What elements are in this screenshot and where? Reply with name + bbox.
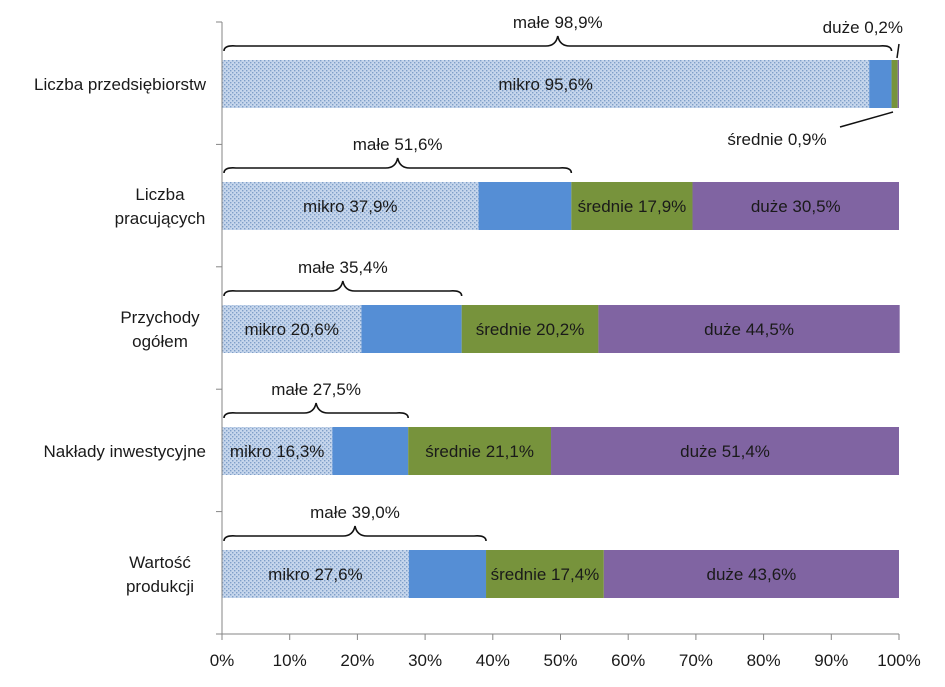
data-label-mikro: mikro 20,6% <box>244 320 338 339</box>
male-brace <box>223 157 573 174</box>
data-label-srednie: średnie 17,4% <box>491 565 600 584</box>
callout-duze-leader <box>896 43 900 59</box>
data-label-srednie: średnie 21,1% <box>425 442 534 461</box>
x-tick-label: 90% <box>814 651 848 670</box>
data-label-duze: duże 43,6% <box>707 565 797 584</box>
bar-segment-mikro <box>222 550 409 598</box>
category-label-line: ogółem <box>132 332 188 351</box>
male-brace <box>223 402 409 419</box>
callout-srednie-label: średnie 0,9% <box>727 130 826 149</box>
data-label-srednie: średnie 20,2% <box>476 320 585 339</box>
bar-segment-duze <box>603 550 899 598</box>
x-tick-label: 40% <box>476 651 510 670</box>
x-tick-label: 60% <box>611 651 645 670</box>
bar-segment-duze <box>897 60 899 108</box>
bar-segment-mikro <box>222 60 870 108</box>
x-tick-label: 30% <box>408 651 442 670</box>
x-tick-label: 0% <box>210 651 235 670</box>
category-label: Wartość produkcji <box>126 553 194 596</box>
category-label-line: Przychody <box>120 308 200 327</box>
category-label: Liczba przedsiębiorstw <box>34 75 207 94</box>
male-brace <box>223 280 463 297</box>
category-label-line: pracujących <box>115 209 206 228</box>
bar-segment-male <box>332 427 409 475</box>
bar-segment-male <box>361 305 462 353</box>
bar-segment-male <box>869 60 892 108</box>
category-label: Przychody ogółem <box>120 308 200 351</box>
male-total-label: małe 51,6% <box>353 135 443 154</box>
data-label-mikro: mikro 37,9% <box>303 197 397 216</box>
callout-duze-label: duże 0,2% <box>823 18 903 37</box>
male-total-label: małe 35,4% <box>298 258 388 277</box>
bar-segment-male <box>408 550 487 598</box>
x-tick-label: 10% <box>273 651 307 670</box>
x-tick-label: 70% <box>679 651 713 670</box>
category-label: Liczba pracujących <box>115 185 206 228</box>
callout-srednie-leader <box>839 111 894 128</box>
data-label-mikro: mikro 16,3% <box>230 442 324 461</box>
bar-segment-srednie <box>408 427 552 475</box>
bar-segment-duze <box>598 305 900 353</box>
x-tick-label: 100% <box>877 651 920 670</box>
bar-segment-duze <box>692 182 899 230</box>
data-label-mikro: mikro 27,6% <box>268 565 362 584</box>
x-tick-label: 80% <box>747 651 781 670</box>
data-label-duze: duże 51,4% <box>680 442 770 461</box>
x-tick-label: 20% <box>340 651 374 670</box>
category-label-line: Liczba <box>135 185 185 204</box>
bar-segment-srednie <box>461 305 599 353</box>
data-label-mikro: mikro 95,6% <box>498 75 592 94</box>
category-label-line: Wartość <box>129 553 191 572</box>
category-label-line: produkcji <box>126 577 194 596</box>
male-brace <box>223 35 893 52</box>
data-label-duze: duże 44,5% <box>704 320 794 339</box>
bar-segment-srednie <box>891 60 898 108</box>
male-total-label: małe 98,9% <box>513 13 603 32</box>
data-label-duze: duże 30,5% <box>751 197 841 216</box>
male-total-label: małe 39,0% <box>310 503 400 522</box>
data-label-srednie: średnie 17,9% <box>578 197 687 216</box>
bar-segment-mikro <box>222 427 333 475</box>
category-label: Nakłady inwestycyjne <box>43 442 206 461</box>
male-total-label: małe 27,5% <box>271 380 361 399</box>
bar-segment-mikro <box>222 182 479 230</box>
male-brace <box>223 525 487 542</box>
x-tick-label: 50% <box>543 651 577 670</box>
bar-segment-mikro <box>222 305 362 353</box>
bar-segment-srednie <box>571 182 693 230</box>
bar-segment-srednie <box>486 550 604 598</box>
bar-segment-duze <box>551 427 899 475</box>
bar-segment-male <box>478 182 572 230</box>
